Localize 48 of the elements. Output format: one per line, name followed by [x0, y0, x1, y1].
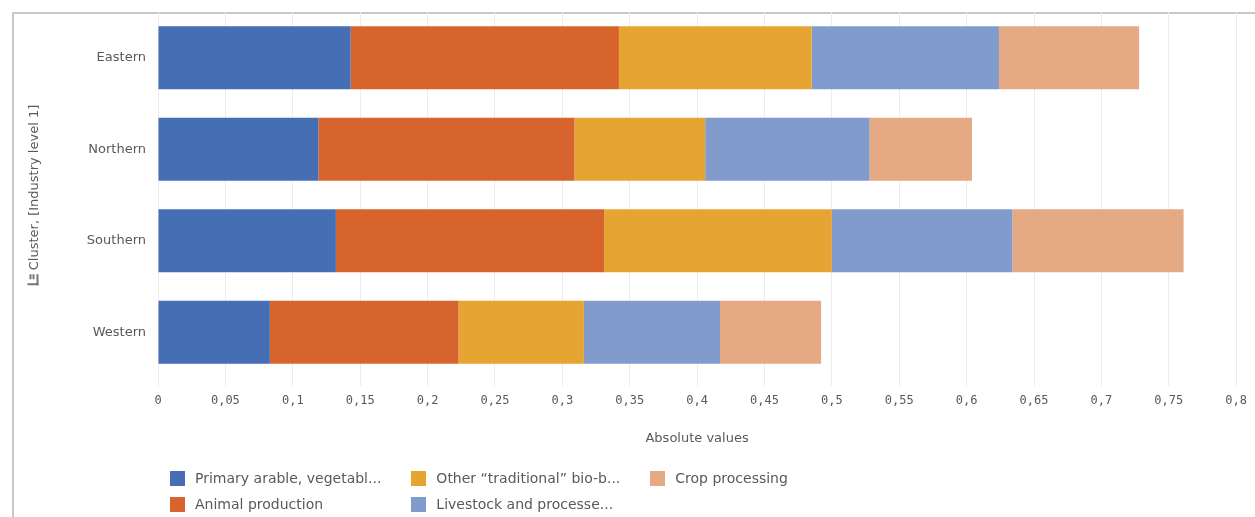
x-tick-label: 0,3: [551, 393, 574, 408]
x-axis-title: Absolute values: [645, 429, 749, 445]
bar: [811, 26, 999, 90]
x-tick-label: 0,7: [1090, 393, 1113, 408]
x-tick-label: 0,6: [955, 393, 978, 408]
legend-label: Primary arable, vegetabl...: [195, 470, 382, 486]
x-tick-label: 0,35: [615, 393, 645, 408]
x-tick-label: 0,15: [345, 393, 375, 408]
bar: [1012, 209, 1184, 273]
y-tick-label: Eastern: [96, 49, 146, 65]
y-tick-label: Western: [92, 323, 146, 339]
legend-label: Animal production: [195, 496, 324, 512]
bar: [618, 26, 812, 90]
bar: [583, 300, 720, 364]
bar: [158, 117, 319, 181]
legend-label: Livestock and processe...: [436, 496, 614, 512]
bar: [604, 209, 832, 273]
x-tick-label: 0,55: [884, 393, 914, 408]
bar: [705, 117, 870, 181]
bar: [869, 117, 973, 181]
bar: [719, 300, 822, 364]
bar: [269, 300, 459, 364]
bar: [831, 209, 1013, 273]
x-tick-label: 0,5: [821, 393, 843, 408]
legend-label: Crop processing: [675, 470, 788, 486]
x-tick-label: 0,4: [686, 393, 708, 408]
x-tick-label: 0,45: [750, 393, 779, 408]
bar: [318, 117, 575, 181]
x-tick-label: 0,25: [480, 393, 510, 408]
x-tick-label: 0,8: [1225, 393, 1248, 408]
bar: [158, 300, 270, 364]
x-tick-label: 0: [154, 393, 162, 408]
bar: [158, 26, 351, 90]
y-tick-label: Northern: [88, 140, 146, 156]
x-tick-label: 0,65: [1019, 393, 1049, 408]
x-tick-label: 0,2: [416, 393, 439, 408]
bar: [574, 117, 706, 181]
bar: [998, 26, 1140, 90]
bar: [350, 26, 619, 90]
bar: [458, 300, 584, 364]
bar: [335, 209, 605, 273]
legend-label: Other “traditional” bio-b...: [436, 470, 621, 486]
y-axis-title: Cluster, [Industry level 1]: [25, 104, 41, 271]
x-tick-label: 0,75: [1154, 393, 1184, 408]
y-tick-label: Southern: [86, 232, 146, 248]
bar: [158, 209, 336, 273]
x-tick-label: 0,05: [210, 393, 240, 408]
x-tick-label: 0,1: [281, 393, 304, 408]
